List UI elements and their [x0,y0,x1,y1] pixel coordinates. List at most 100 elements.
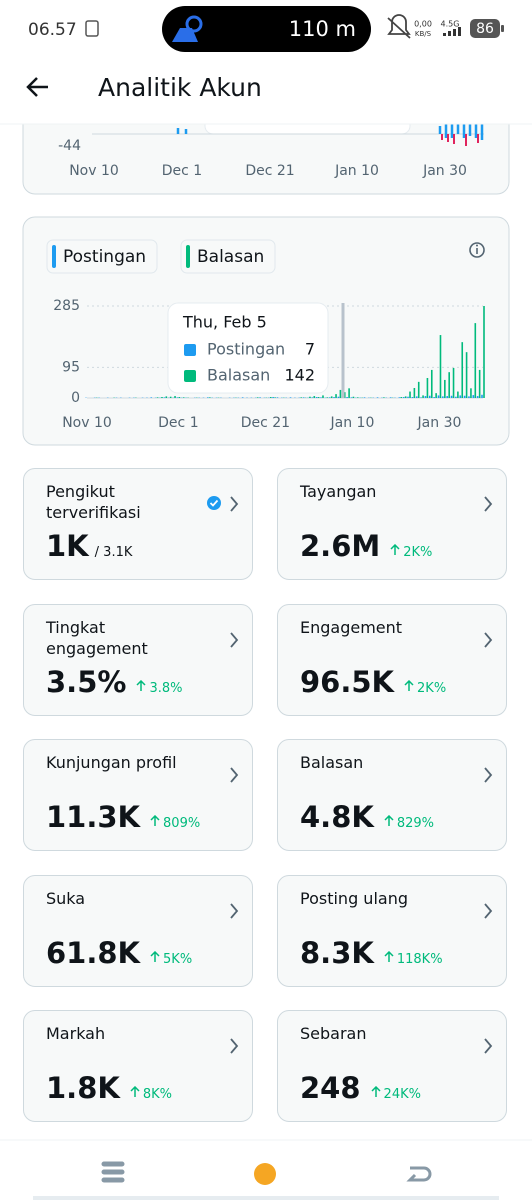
metric-change-value: 118K% [396,951,443,967]
metric-card[interactable]: Suka 61.8K 5K% [23,874,253,987]
x-tick-label: Dec 1 [158,415,198,431]
bar [256,397,259,398]
metric-card[interactable]: Tayangan 2.6M 2K% [277,468,507,580]
y-tick-label: -44 [58,138,81,154]
metric-value: 4.8K 829% [300,800,434,834]
legend-swatch [52,245,56,268]
y-tick-label: 0 [71,390,80,406]
metric-change-value: 5K% [163,951,193,967]
metric-card[interactable]: Tingkat engagement 3.5% 3.8% [23,603,253,716]
bar [322,395,324,398]
metric-value: 248 24K% [300,1071,421,1105]
shop-icon [85,20,99,37]
bar [330,396,333,398]
up-arrow [150,950,160,962]
bar [348,388,350,398]
bar [337,396,340,398]
metric-change-value: 8K% [142,1087,173,1102]
bar [178,397,181,398]
bar [274,397,276,398]
chevron [484,631,493,648]
info-icon[interactable] [469,242,485,258]
chevron [230,902,239,919]
metric-number: 61.8K [46,935,141,970]
bar [470,388,472,398]
bar [468,396,470,398]
bar [463,395,466,398]
bar [411,397,414,398]
bar [335,394,337,398]
bar [478,369,481,398]
x-tick-label: Jan 30 [422,163,467,179]
chevron-wrap [482,766,494,788]
bar [241,397,244,398]
x-tick-label: Nov 10 [69,163,119,179]
bar [269,397,272,398]
bar [339,389,342,398]
chevron [230,496,239,512]
metric-change-value: 2K% [403,545,433,560]
legend-chip [180,239,276,274]
metric-number: 3.5% [46,664,127,699]
nav-back[interactable] [406,1166,432,1182]
metric-value: 3.5% 3.8% [46,665,182,699]
bar [472,395,475,398]
page-title: Analitik Akun [98,73,262,102]
metric-card[interactable]: Pengikut terverifikasi 1K / 3.1K [23,468,253,580]
metric-value: 61.8K 5K% [46,936,192,970]
metric-card[interactable]: Kunjungan profil 11.3K 809% [23,739,253,851]
metric-card[interactable]: Engagement 96.5K 2K% [277,603,507,716]
info-icon-dot [476,244,478,247]
bar [156,397,159,398]
metric-card[interactable]: Markah 1.8K 8K% [23,1010,253,1122]
metric-card[interactable]: Balasan 4.8K 829% [277,739,507,851]
nav-home[interactable] [254,1163,276,1185]
net-speed: 0,00 [414,20,432,29]
bar [163,397,166,398]
bar [433,397,435,398]
back-button[interactable] [26,77,48,97]
chevron [230,1038,239,1054]
up-arrow [136,679,146,691]
verified-badge [207,496,221,510]
bar [383,397,385,398]
metric-change: 8K% [130,1085,173,1102]
chevron-wrap [482,631,494,653]
bar [442,396,444,398]
metric-value: 1.8K 8K% [46,1071,172,1105]
chevron-wrap [228,1037,240,1059]
up-arrow [371,1085,381,1097]
bar [182,397,185,398]
metric-change: 809% [150,814,200,831]
x-tick-label: Nov 10 [62,415,112,431]
metric-change: 2K% [390,543,433,560]
metric-change: 5K% [150,950,193,967]
x-tick-label: Dec 21 [241,415,290,431]
bar [483,306,485,398]
metric-change: 118K% [384,950,443,967]
metric-number: 11.3K [46,800,141,834]
up-arrow [404,679,414,691]
y-tick-label: 95 [62,359,80,375]
bar [326,397,329,398]
bar [311,397,314,398]
bar [352,396,355,398]
metric-value: 1K / 3.1K [46,529,132,563]
metric-value: 2.6M 2K% [300,529,432,563]
tooltip-date: Thu, Feb 5 [182,313,267,332]
bar [461,342,464,398]
metric-card[interactable]: Sebaran 248 24K% [277,1010,507,1122]
bar [457,391,459,398]
tooltip-swatch [184,370,196,382]
metric-change: 2K% [404,679,446,696]
bar [476,396,479,398]
pin-icon [185,15,203,33]
metric-change: 24K% [371,1085,421,1102]
bar [435,393,437,398]
metric-card[interactable]: Posting ulang 8.3K 118K% [277,874,507,987]
bar [439,335,442,398]
metric-title: Kunjungan profil [46,753,177,772]
bar [448,372,450,398]
nav-menu[interactable] [101,1161,125,1183]
metric-number: 1.8K [46,1071,120,1105]
